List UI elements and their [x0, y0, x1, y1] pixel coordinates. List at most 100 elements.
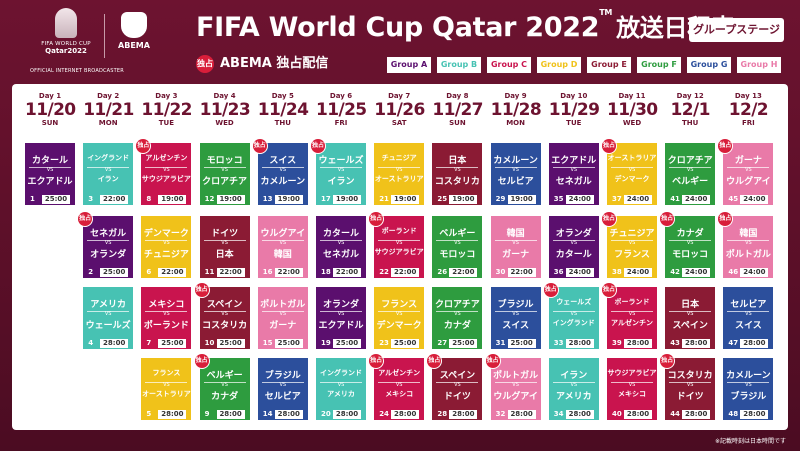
match-card[interactable]: セルビア VS スイス 47 28:00: [723, 287, 774, 349]
match-card[interactable]: ブラジル VS セルビア 14 28:00: [257, 358, 308, 420]
match-card[interactable]: カナダ VS モロッコ 42 24:00 独占: [660, 212, 716, 278]
kickoff-time: 28:00: [740, 339, 769, 348]
match-card[interactable]: イラン VS アメリカ 34 28:00: [548, 358, 599, 420]
match-card[interactable]: ポーランド VS サウジアラビア 22 22:00 独占: [369, 212, 425, 278]
day-label: Day 9: [504, 92, 527, 100]
match-card[interactable]: カタール VS エクアドル 1 25:00: [25, 143, 75, 205]
match-card[interactable]: ガーナ VS ウルグアイ 45 24:00 独占: [718, 139, 774, 205]
vs-label: VS: [727, 167, 770, 175]
match-card[interactable]: ポルトガル VS ウルグアイ 32 28:00 独占: [485, 354, 541, 420]
trademark: TM: [599, 8, 613, 17]
team-home: スイス: [269, 156, 297, 166]
match-card[interactable]: アメリカ VS ウェールズ 4 28:00: [83, 287, 134, 349]
match-number: 6: [146, 268, 152, 276]
match-card[interactable]: ベルギー VS モロッコ 26 22:00: [432, 216, 483, 278]
match-number: 26: [437, 268, 448, 276]
match-card[interactable]: クロアチア VS ベルギー 41 24:00: [665, 143, 716, 205]
day-label: Day 8: [446, 92, 469, 100]
match-card[interactable]: チュニジア VS オーストラリア 21 19:00: [374, 143, 425, 205]
broadcaster-label: OFFICIAL INTERNET BROADCASTER: [30, 68, 124, 74]
date-label: 11/28: [490, 100, 542, 120]
legend-group-f: Group F: [637, 57, 681, 73]
match-number: 23: [379, 339, 389, 347]
match-card[interactable]: エクアドル VS セネガル 35 24:00: [548, 143, 599, 205]
kickoff-time: 28:00: [274, 410, 303, 419]
team-home: オランダ: [322, 300, 359, 310]
day-header: Day 2 11/21 MON: [83, 92, 134, 128]
legend-group-b: Group B: [437, 57, 481, 73]
match-card[interactable]: カタール VS セネガル 18 22:00: [316, 216, 366, 278]
match-card[interactable]: アルゼンチン VS サウジアラビア 8 19:00 独占: [136, 139, 192, 205]
match-number: 40: [612, 410, 622, 418]
team-away: チュニジア: [143, 250, 189, 260]
match-card[interactable]: フランス VS オーストラリア 5 28:00: [141, 358, 192, 420]
vs-label: VS: [494, 167, 537, 175]
match-card[interactable]: カメルーン VS ブラジル 48 28:00: [723, 358, 774, 420]
team-away: アルゼンチン: [611, 319, 653, 327]
team-home: チュニジア: [381, 154, 417, 162]
weekday-label: THU: [682, 119, 699, 127]
team-home: サウジアラビア: [607, 369, 657, 377]
match-number: 36: [553, 268, 564, 276]
match-number: 3: [88, 195, 94, 203]
match-card[interactable]: モロッコ VS クロアチア 12 19:00: [199, 143, 250, 205]
kickoff-time: 22:00: [449, 268, 478, 277]
match-card[interactable]: ポルトガル VS ガーナ 15 25:00: [257, 287, 308, 349]
match-number: 24: [379, 410, 389, 418]
match-number: 48: [728, 410, 739, 418]
match-card[interactable]: オランダ VS カタール 36 24:00: [548, 216, 599, 278]
match-card[interactable]: イングランド VS アメリカ 20 28:00: [316, 358, 366, 420]
match-card[interactable]: スペイン VS ドイツ 28 28:00 独占: [427, 354, 483, 420]
footnote: ※記載時刻は日本時間です: [714, 438, 786, 445]
kickoff-time: 28:00: [333, 410, 361, 419]
match-card[interactable]: サウジアラビア VS メキシコ 40 28:00: [607, 358, 657, 420]
match-card[interactable]: ウェールズ VS イングランド 33 28:00 独占: [543, 283, 599, 349]
match-card[interactable]: オーストラリア VS デンマーク 37 24:00 独占: [602, 139, 657, 205]
match-card[interactable]: チュニジア VS フランス 38 24:00 独占: [602, 212, 657, 278]
match-card[interactable]: デンマーク VS チュニジア 6 22:00: [141, 216, 192, 278]
match-card[interactable]: クロアチア VS カナダ 27 25:00: [432, 287, 483, 349]
weekday-label: TUE: [158, 119, 175, 127]
kickoff-time: 22:00: [333, 268, 361, 277]
exclusive-badge-icon: 独占: [252, 139, 267, 153]
match-card[interactable]: 日本 VS コスタリカ 25 19:00: [432, 143, 483, 205]
match-number: 30: [495, 268, 506, 276]
match-card[interactable]: コスタリカ VS ドイツ 44 28:00 独占: [660, 354, 716, 420]
vs-label: VS: [436, 311, 479, 319]
match-card[interactable]: アルゼンチン VS メキシコ 24 28:00 独占: [369, 354, 425, 420]
team-away: サウジアラビア: [141, 175, 191, 183]
match-number: 7: [146, 339, 152, 347]
team-home: 韓国: [739, 229, 758, 239]
match-card[interactable]: ウルグアイ VS 韓国 16 22:00: [257, 216, 308, 278]
match-card[interactable]: ベルギー VS カナダ 9 28:00 独占: [194, 354, 250, 420]
match-card[interactable]: イングランド VS イラン 3 22:00: [83, 143, 134, 205]
exclusive-badge-icon: 独占: [136, 139, 151, 153]
legend-group-d: Group D: [537, 57, 581, 73]
match-card[interactable]: メキシコ VS ポーランド 7 25:00: [141, 287, 192, 349]
match-card[interactable]: オランダ VS エクアドル 19 25:00: [316, 287, 366, 349]
vs-label: VS: [436, 167, 479, 175]
match-card[interactable]: セネガル VS オランダ 2 25:00 独占: [78, 212, 134, 278]
match-card[interactable]: ポーランド VS アルゼンチン 39 28:00 独占: [602, 283, 657, 349]
match-card[interactable]: カメルーン VS セルビア 29 19:00: [490, 143, 541, 205]
team-away: ウルグアイ: [726, 177, 771, 187]
match-card[interactable]: フランス VS デンマーク 23 25:00: [374, 287, 425, 349]
exclusive-badge-icon: 独占: [78, 212, 93, 226]
match-card[interactable]: スペイン VS コスタリカ 10 25:00 独占: [194, 283, 250, 349]
match-card[interactable]: 韓国 VS ポルトガル 46 24:00 独占: [718, 212, 774, 278]
vs-label: VS: [611, 382, 653, 390]
match-card[interactable]: スイス VS カメルーン 13 19:00 独占: [252, 139, 308, 205]
match-card[interactable]: 日本 VS スペイン 43 28:00: [665, 287, 716, 349]
team-home: ウェールズ: [556, 298, 592, 306]
match-card[interactable]: ドイツ VS 日本 11 22:00: [199, 216, 250, 278]
kickoff-time: 24:00: [682, 195, 711, 204]
match-number: 46: [728, 268, 739, 276]
day-header: Day 1 11/20 SUN: [25, 92, 76, 128]
day-label: Day 10: [560, 92, 588, 100]
match-card[interactable]: 韓国 VS ガーナ 30 22:00: [490, 216, 541, 278]
match-card[interactable]: ブラジル VS スイス 31 25:00: [490, 287, 541, 349]
match-card[interactable]: ウェールズ VS イラン 17 19:00 独占: [311, 139, 366, 205]
match-number: 35: [553, 195, 564, 203]
vs-label: VS: [552, 167, 595, 175]
day-label: Day 5: [271, 92, 294, 100]
